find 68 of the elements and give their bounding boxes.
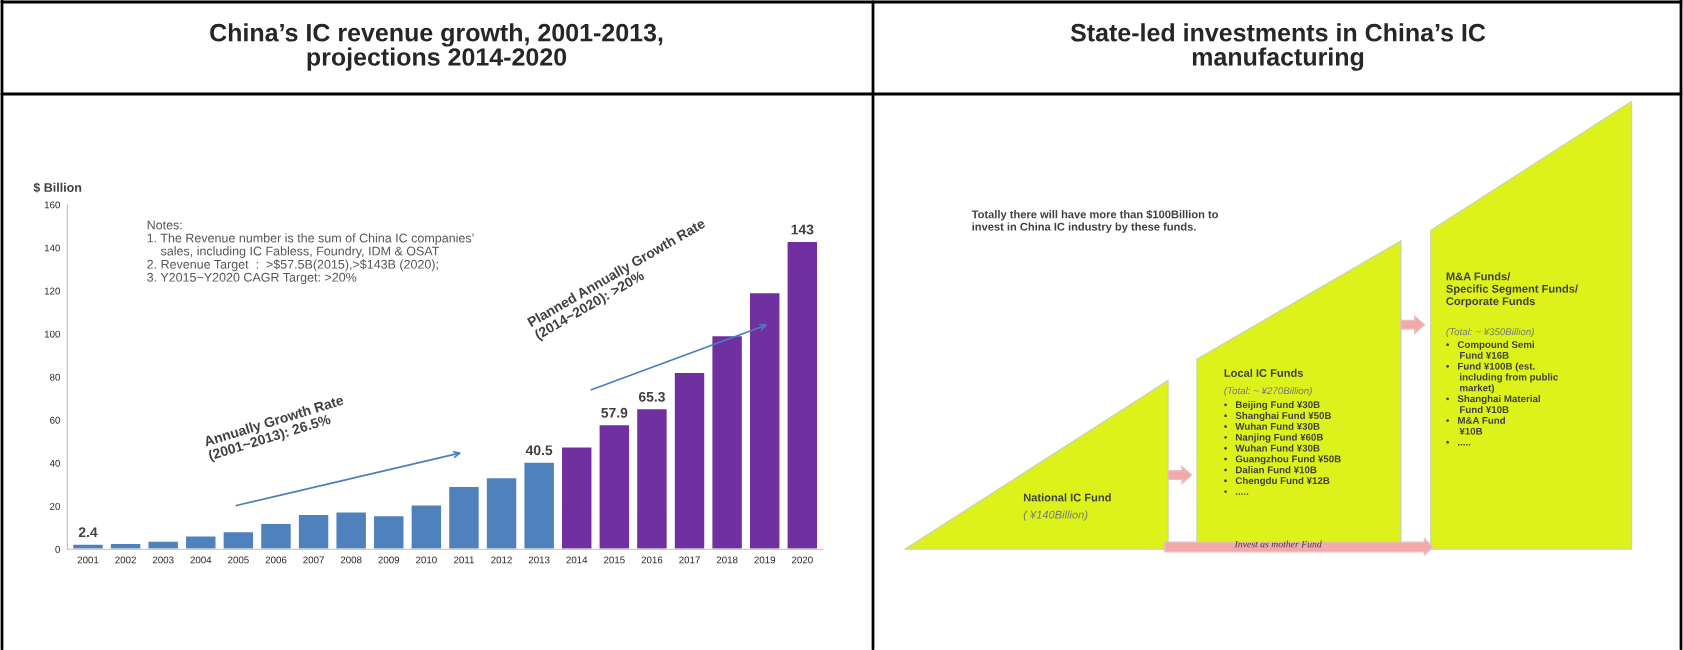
x-tick-label: 2007 [303,556,324,564]
data-label: 40.5 [525,445,553,456]
bar [523,461,556,550]
x-tick-label: 2008 [340,556,362,564]
bar [184,535,217,550]
text: (Total: ~ ¥270Billion) [1224,387,1312,397]
x-tick-label: 2015 [604,556,625,564]
y-tick-label: 120 [44,287,60,295]
data-label: 143 [791,224,814,235]
bar [372,514,405,550]
y-tick-label: 140 [44,244,60,252]
annotation: Notes: 1. The Revenue number is the sum of China IC companies’ sales, including IC Fabless, Foundry, IDM & OSAT 2. Revenue Target : >$57.5B(2015),>$143B (2020); 3. Y2015~Y2020 CAGR Target: >20% [147,220,474,285]
bar [147,540,180,550]
chart-title: China’s IC revenue growth, 2001-2013, projections 2014-2020 [210,23,663,71]
y-tick-label: 60 [50,416,60,424]
x-tick-label: 2006 [265,556,287,564]
x-tick-label: 2012 [491,556,512,564]
bar [259,522,293,550]
data-label: 65.3 [638,391,665,402]
y-tick-label: 160 [44,201,60,209]
bar [335,511,368,550]
bar [560,446,593,550]
y-axis-title: $ Billion [33,182,82,193]
x-tick-label: 2016 [641,556,663,564]
x-tick-label: 2019 [754,556,776,564]
x-tick-label: 2020 [791,556,813,564]
y-tick-label: 40 [49,459,60,467]
text: (Total: ~ ¥350Billion) [1446,327,1534,338]
x-tick-label: 2004 [190,556,212,564]
bar [786,240,819,550]
data-label: 2.4 [78,527,98,538]
bar [748,291,781,550]
bar [297,513,330,550]
text: Totally there will have more than $100Billion to invest in China IC industry by these funds. [971,209,1219,233]
data-label: 57.9 [601,407,628,418]
bar [635,407,669,550]
text: • Compound Semi Fund ¥16B • Fund ¥100B (est. including from public market) • Shanghai Material Fund ¥10B • M&A Fund ¥10B • ..... [1446,340,1558,446]
x-tick-label: 2002 [115,556,136,564]
x-tick-label: 2013 [528,556,550,564]
x-tick-label: 2005 [228,556,249,564]
x-tick-label: 2003 [152,556,174,564]
x-tick-label: 2017 [679,556,700,564]
text: Invest as mother Fund [1234,540,1322,548]
text: Local IC Funds [1224,368,1303,377]
y-tick-label: 20 [50,502,60,510]
y-tick-label: 80 [49,373,60,381]
text: National IC Fund [1023,493,1111,502]
text: State-led investments in China’s IC manufacturing [1070,23,1486,71]
y-tick-label: 100 [44,330,60,338]
bar [71,543,105,550]
x-tick-label: 2001 [77,556,99,564]
text: M&A Funds/ Specific Segment Funds/ Corporate Funds [1446,272,1578,308]
x-tick-label: 2009 [378,556,400,564]
bar [222,530,255,550]
text: • Beijing Fund ¥30B • Shanghai Fund ¥50B • Wuhan Fund ¥30B • Nanjing Fund ¥60B • Wuhan Fund ¥30B • Guangzhou Fund ¥50B • Dalian Fund ¥10B • Chengdu Fund ¥12B • ..... [1224,400,1341,495]
y-tick-label: 0 [55,545,60,553]
bar [485,476,518,550]
bar [410,504,443,550]
bar [109,542,142,550]
bar [447,485,481,550]
bar [598,423,631,550]
text: ( ¥140Billion) [1023,510,1088,521]
x-tick-label: 2010 [416,556,437,564]
x-tick-label: 2018 [716,556,738,564]
x-tick-label: 2014 [566,556,588,564]
bar [673,371,706,550]
bar [711,334,744,550]
x-tick-label: 2011 [453,556,474,564]
